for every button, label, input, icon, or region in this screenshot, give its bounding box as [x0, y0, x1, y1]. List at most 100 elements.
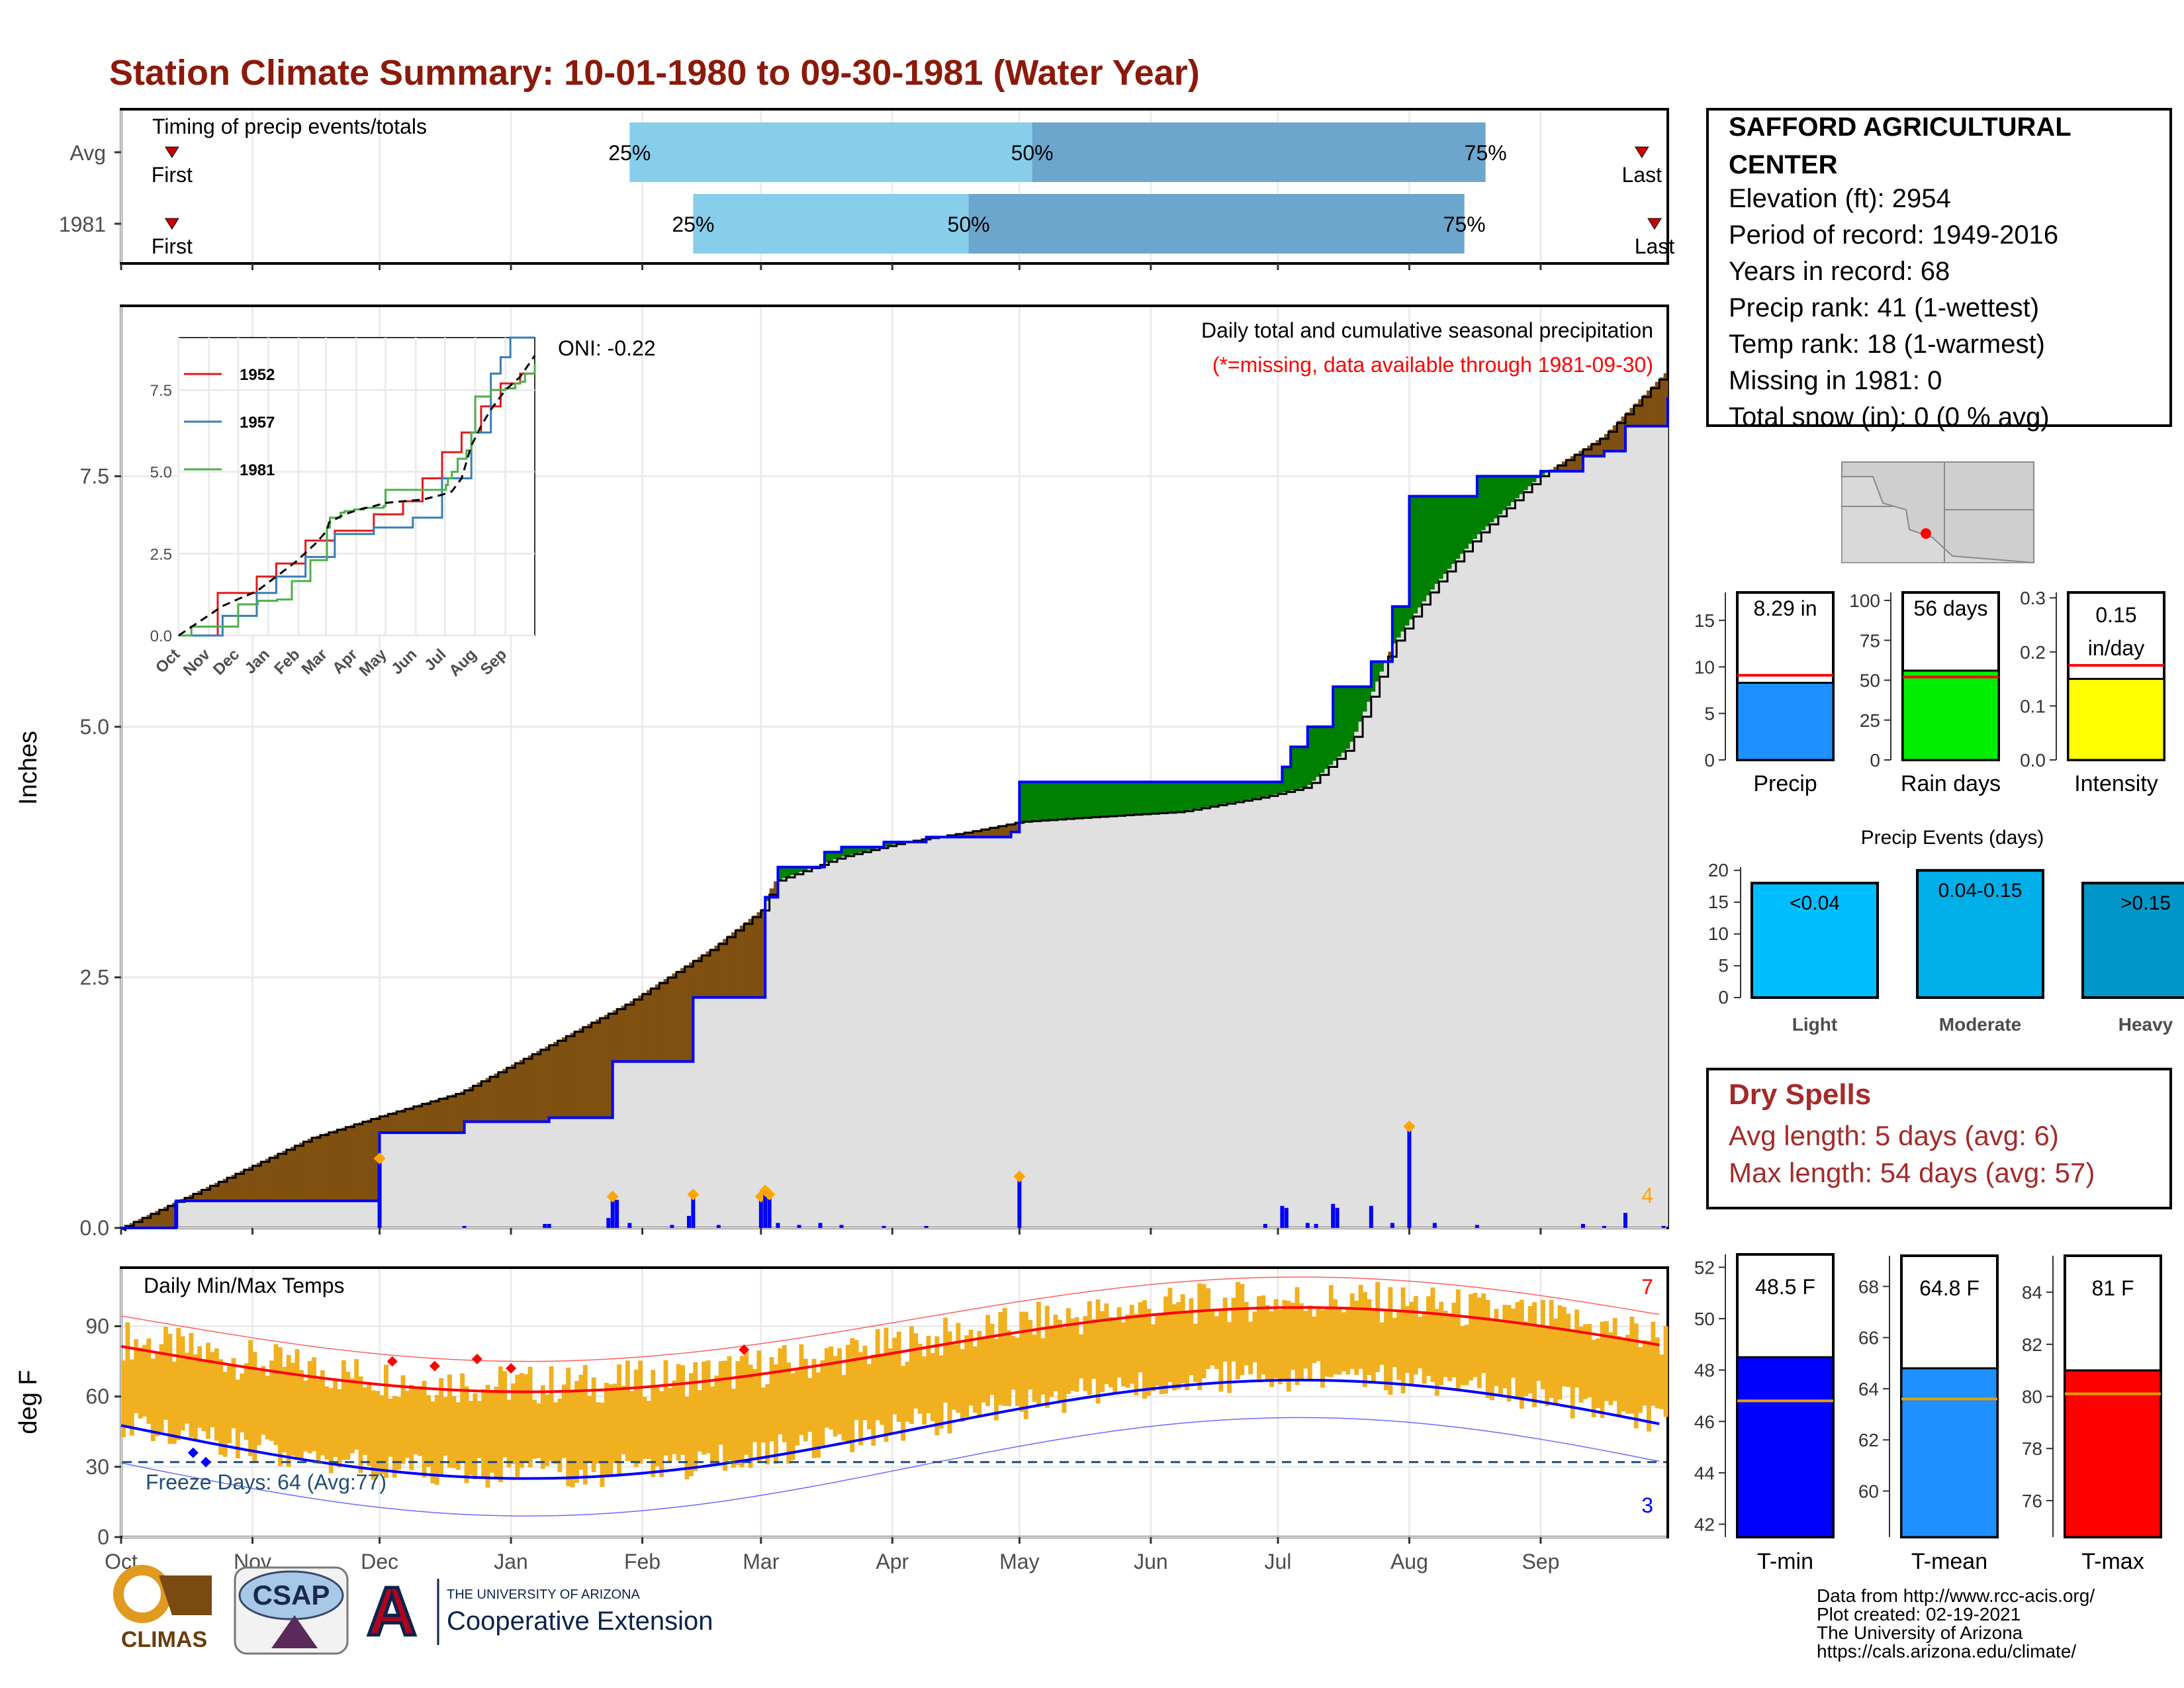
precip-diff-fill	[1028, 782, 1033, 821]
precip-diff-fill	[1363, 686, 1368, 712]
precip-diff-fill	[1176, 782, 1181, 812]
precip-diff-fill	[1502, 476, 1508, 510]
timing-bar-50-75	[1032, 122, 1486, 182]
precip-daily-bar	[924, 1225, 929, 1228]
precip-base-fill	[680, 1061, 686, 1227]
precip-diff-fill	[1146, 782, 1152, 814]
precip-diff-fill	[1282, 767, 1287, 793]
temps-daily-range-bar	[887, 1348, 893, 1434]
precip-base-fill	[1206, 807, 1211, 1227]
temps-daily-range-bar	[1591, 1340, 1596, 1418]
footer-line: Data from http://www.rcc-acis.org/	[1817, 1585, 2095, 1606]
temps-daily-range-bar	[418, 1386, 423, 1456]
temps-daily-range-bar	[519, 1373, 524, 1468]
temps-daily-range-bar	[566, 1368, 571, 1487]
precip-diff-fill	[1150, 782, 1156, 814]
month-label: May	[999, 1550, 1039, 1573]
precip-diff-fill	[146, 1215, 152, 1228]
precip-base-fill	[273, 1201, 279, 1227]
precip-diff-fill	[1570, 456, 1575, 471]
precip-diff-fill	[693, 959, 698, 998]
temps-daily-range-bar	[1494, 1309, 1499, 1386]
temps-daily-range-bar	[1171, 1304, 1177, 1391]
temps-daily-range-bar	[1333, 1299, 1338, 1375]
precip-daily-bar	[839, 1225, 844, 1228]
precip-base-fill	[1494, 518, 1499, 1227]
precip-base-fill	[557, 1117, 563, 1227]
precip-diff-fill	[1261, 782, 1266, 798]
precip-daily-bar	[377, 1160, 382, 1228]
temps-daily-range-bar	[1032, 1335, 1037, 1402]
precip-diff-fill	[1511, 476, 1516, 502]
precip-diff-fill	[1015, 822, 1020, 832]
temps-daily-range-bar	[943, 1317, 948, 1403]
events-bar-label-2: Heavy	[2118, 1014, 2173, 1035]
precip-diff-fill	[185, 1197, 190, 1201]
temps-daily-range-bar	[197, 1346, 203, 1428]
events-ytick-label: 0	[1718, 987, 1729, 1008]
precip-diff-fill	[655, 984, 660, 1062]
temps-daily-range-bar	[1298, 1303, 1304, 1381]
precip-base-fill	[820, 867, 825, 1227]
temps-daily-range-bar	[481, 1389, 486, 1479]
precip-diff-fill	[1079, 782, 1084, 818]
precip-daily-bar	[670, 1225, 674, 1228]
temps-daily-range-bar	[1316, 1307, 1321, 1362]
precip-base-fill	[1578, 471, 1584, 1227]
temps-daily-range-bar	[1447, 1313, 1452, 1382]
precip-base-fill	[1363, 712, 1368, 1227]
temps-daily-range-bar	[1240, 1284, 1245, 1376]
precip-base-fill	[345, 1201, 351, 1227]
precip-base-fill	[1439, 579, 1444, 1227]
precip-daily-bar	[716, 1225, 721, 1228]
temps-daily-range-bar	[1498, 1321, 1503, 1395]
precip-base-fill	[298, 1201, 304, 1227]
precip-base-fill	[1655, 426, 1660, 1227]
temps-daily-range-bar	[1049, 1326, 1054, 1397]
precip-base-fill	[1121, 815, 1126, 1227]
precip-daily-bar	[1390, 1223, 1394, 1228]
footer-line: Plot created: 02-19-2021	[1817, 1604, 2021, 1624]
map-state-outline	[1841, 461, 2034, 564]
precip-base-fill	[829, 861, 834, 1227]
precip-base-fill	[481, 1121, 486, 1227]
precip-base-fill	[536, 1121, 541, 1227]
temps-daily-range-bar	[1197, 1283, 1203, 1390]
precip-diff-fill	[413, 1105, 418, 1133]
precip-base-fill	[545, 1121, 550, 1227]
precip-diff-fill	[604, 1015, 609, 1118]
month-label: Mar	[743, 1550, 779, 1573]
precip-diff-fill	[1265, 782, 1270, 797]
tempbar-ytick-label: 82	[2022, 1335, 2042, 1355]
temps-daily-range-bar	[1125, 1314, 1130, 1388]
tempbar-fill-1	[1900, 1367, 1999, 1538]
precip-diff-fill	[968, 831, 974, 837]
precip-base-fill	[866, 850, 872, 1227]
temps-daily-range-bar	[1430, 1288, 1435, 1382]
precip-base-fill	[439, 1133, 444, 1227]
temps-daily-range-bar	[1469, 1294, 1473, 1381]
minibar-ytick-label: 15	[1694, 610, 1715, 631]
ua-logo-small-text: THE UNIVERSITY OF ARIZONA	[447, 1587, 641, 1602]
precip-diff-fill	[1206, 782, 1211, 808]
precip-base-fill	[858, 852, 864, 1227]
precip-diff-fill	[862, 847, 868, 852]
precip-diff-fill	[1167, 782, 1173, 813]
precip-base-fill	[1557, 471, 1563, 1227]
temps-daily-range-bar	[922, 1356, 927, 1425]
temps-daily-range-bar	[341, 1360, 346, 1460]
temps-daily-range-bar	[638, 1360, 643, 1464]
temps-daily-range-bar	[642, 1397, 647, 1459]
precip-base-fill	[1511, 502, 1516, 1227]
precip-base-fill	[1282, 792, 1287, 1227]
timing-first-marker	[164, 146, 179, 158]
precip-base-fill	[180, 1201, 185, 1227]
temps-daily-range-bar	[1116, 1307, 1122, 1378]
temps-avg-max-line	[120, 1306, 1660, 1393]
precip-diff-fill	[1193, 782, 1198, 810]
precip-base-fill	[240, 1201, 245, 1227]
precip-diff-fill	[519, 1060, 524, 1122]
temps-daily-range-bar	[324, 1386, 330, 1460]
tempbar-ytick-label: 76	[2022, 1491, 2042, 1511]
precip-base-fill	[871, 849, 876, 1227]
